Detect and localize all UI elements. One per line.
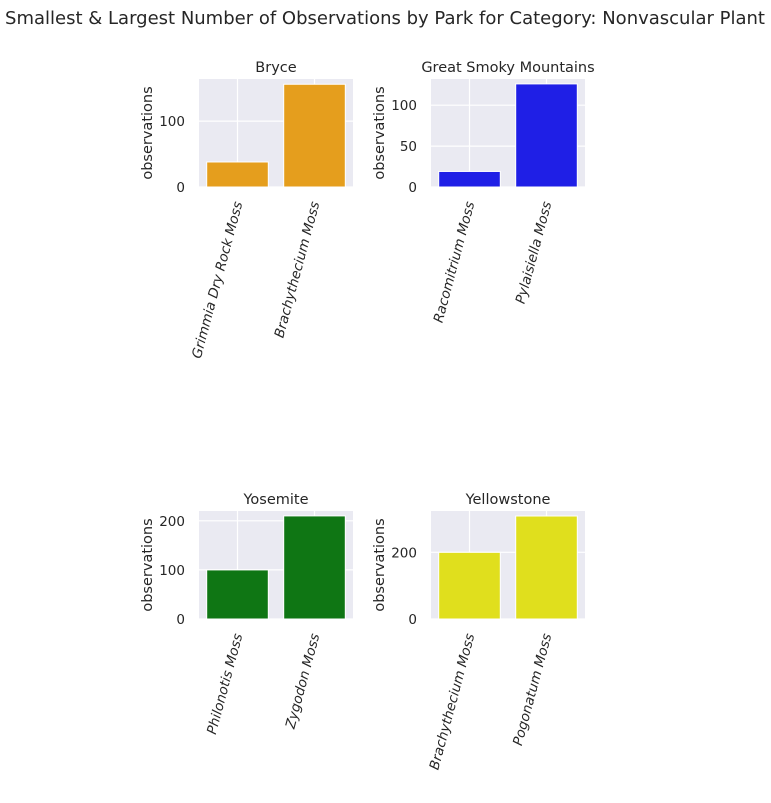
- figure-title: Smallest & Largest Number of Observation…: [5, 8, 765, 29]
- subplot-title: Yellowstone: [465, 492, 551, 508]
- bar: [515, 83, 578, 188]
- bar: [515, 515, 578, 620]
- bar: [438, 551, 501, 620]
- y-axis-label: observations: [372, 518, 388, 611]
- bar: [283, 83, 346, 188]
- y-tick-label: 50: [400, 139, 417, 155]
- bar: [206, 569, 269, 620]
- subplot-title: Yosemite: [242, 492, 308, 508]
- subplot-title: Bryce: [255, 60, 296, 76]
- y-axis-label: observations: [140, 518, 156, 611]
- subplot-title: Great Smoky Mountains: [421, 60, 594, 76]
- y-tick-label: 200: [159, 514, 185, 530]
- y-tick-label: 200: [391, 545, 417, 561]
- bar: [283, 515, 346, 620]
- y-tick-label: 0: [408, 180, 417, 196]
- y-tick-label: 100: [159, 114, 185, 130]
- y-axis-label: observations: [372, 86, 388, 179]
- y-tick-label: 0: [408, 612, 417, 628]
- y-tick-label: 0: [176, 180, 185, 196]
- y-tick-label: 100: [391, 98, 417, 114]
- bar: [206, 161, 269, 188]
- y-axis-label: observations: [140, 86, 156, 179]
- y-tick-label: 100: [159, 563, 185, 579]
- y-tick-label: 0: [176, 612, 185, 628]
- bar: [438, 170, 501, 188]
